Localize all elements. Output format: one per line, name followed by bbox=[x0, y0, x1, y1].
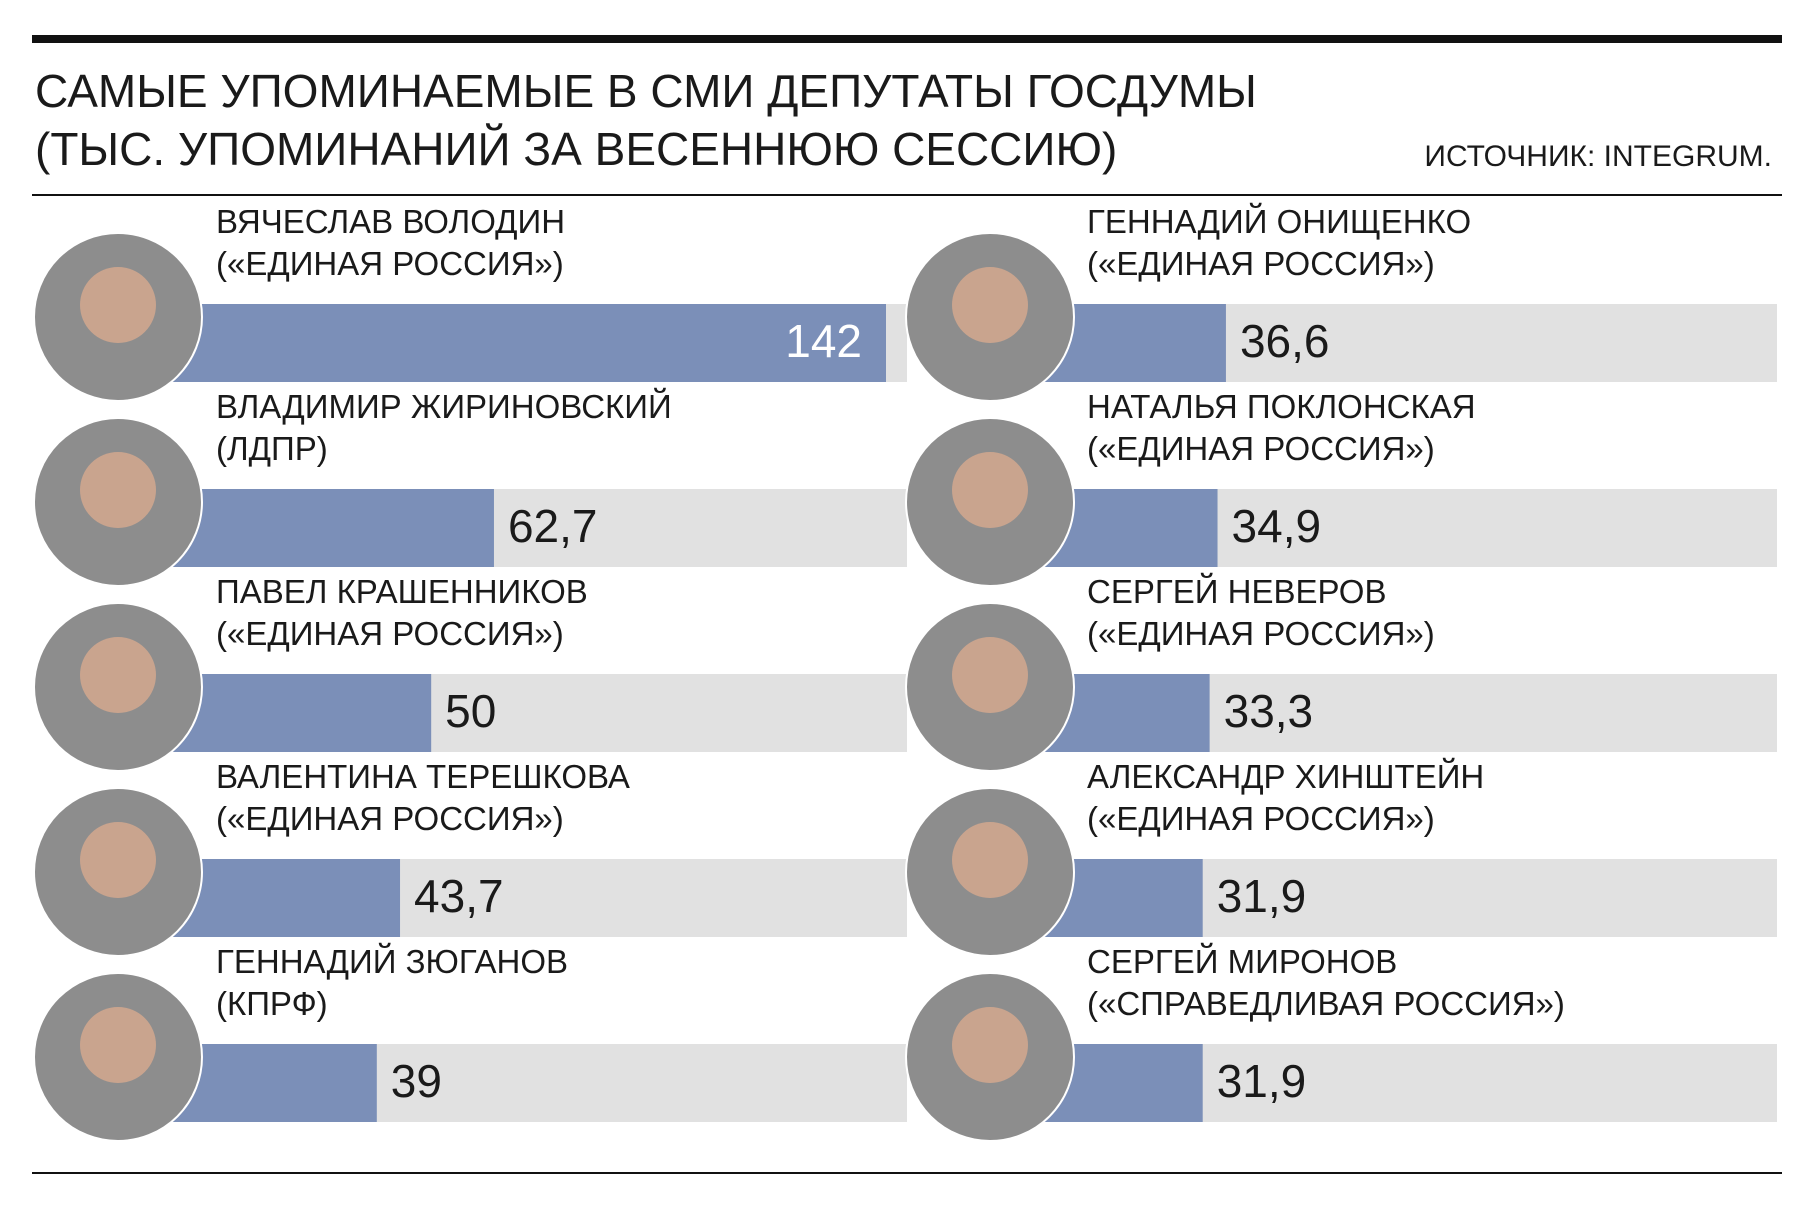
deputy-name: ВЛАДИМИР ЖИРИНОВСКИЙ bbox=[216, 388, 672, 425]
deputy-name: СЕРГЕЙ МИРОНОВ bbox=[1087, 943, 1397, 980]
party: («ЕДИНАЯ РОССИЯ») bbox=[1087, 800, 1435, 837]
photo-face bbox=[80, 452, 156, 528]
bar bbox=[164, 674, 432, 752]
party: («ЕДИНАЯ РОССИЯ») bbox=[216, 245, 564, 282]
value-label: 33,3 bbox=[1224, 685, 1314, 737]
party: (ЛДПР) bbox=[216, 430, 328, 467]
party: («ЕДИНАЯ РОССИЯ») bbox=[216, 800, 564, 837]
photo-face bbox=[952, 637, 1028, 713]
value-label: 142 bbox=[785, 315, 862, 367]
party: («ЕДИНАЯ РОССИЯ») bbox=[1087, 615, 1435, 652]
photo-face bbox=[952, 267, 1028, 343]
photo-face bbox=[952, 452, 1028, 528]
deputy-name: АЛЕКСАНДР ХИНШТЕЙН bbox=[1087, 758, 1484, 795]
bottom-rule bbox=[32, 1172, 1782, 1174]
deputy-name: ГЕННАДИЙ ОНИЩЕНКО bbox=[1087, 203, 1471, 240]
photo-face bbox=[952, 1007, 1028, 1083]
party: («СПРАВЕДЛИВАЯ РОССИЯ») bbox=[1087, 985, 1565, 1022]
title-rule bbox=[32, 194, 1782, 196]
party: («ЕДИНАЯ РОССИЯ») bbox=[216, 615, 564, 652]
top-rule bbox=[32, 35, 1782, 43]
party: (КПРФ) bbox=[216, 985, 328, 1022]
bar bbox=[164, 489, 494, 567]
value-label: 34,9 bbox=[1232, 500, 1322, 552]
value-label: 62,7 bbox=[508, 500, 598, 552]
value-label: 31,9 bbox=[1217, 1055, 1307, 1107]
deputy-name: ГЕННАДИЙ ЗЮГАНОВ bbox=[216, 943, 568, 980]
bar bbox=[164, 859, 401, 937]
party: («ЕДИНАЯ РОССИЯ») bbox=[1087, 430, 1435, 467]
party: («ЕДИНАЯ РОССИЯ») bbox=[1087, 245, 1435, 282]
deputy-name: ПАВЕЛ КРАШЕННИКОВ bbox=[216, 573, 588, 610]
photo-face bbox=[80, 822, 156, 898]
deputy-name: СЕРГЕЙ НЕВЕРОВ bbox=[1087, 573, 1386, 610]
value-label: 31,9 bbox=[1217, 870, 1307, 922]
value-label: 39 bbox=[391, 1055, 442, 1107]
photo-face bbox=[80, 637, 156, 713]
chart-subtitle: (ТЫС. УПОМИНАНИЙ ЗА ВЕСЕННЮЮ СЕССИЮ) bbox=[35, 123, 1117, 175]
value-label: 43,7 bbox=[414, 870, 504, 922]
chart-title: САМЫЕ УПОМИНАЕМЫЕ В СМИ ДЕПУТАТЫ ГОСДУМЫ bbox=[35, 65, 1257, 117]
source: ИСТОЧНИК: INTEGRUM. bbox=[1424, 140, 1772, 173]
photo-face bbox=[80, 1007, 156, 1083]
photo-face bbox=[80, 267, 156, 343]
deputy-name: ВЯЧЕСЛАВ ВОЛОДИН bbox=[216, 203, 565, 240]
value-label: 36,6 bbox=[1240, 315, 1330, 367]
bar bbox=[164, 304, 886, 382]
deputy-name: ВАЛЕНТИНА ТЕРЕШКОВА bbox=[216, 758, 630, 795]
photo-face bbox=[952, 822, 1028, 898]
value-label: 50 bbox=[445, 685, 496, 737]
deputy-name: НАТАЛЬЯ ПОКЛОНСКАЯ bbox=[1087, 388, 1476, 425]
